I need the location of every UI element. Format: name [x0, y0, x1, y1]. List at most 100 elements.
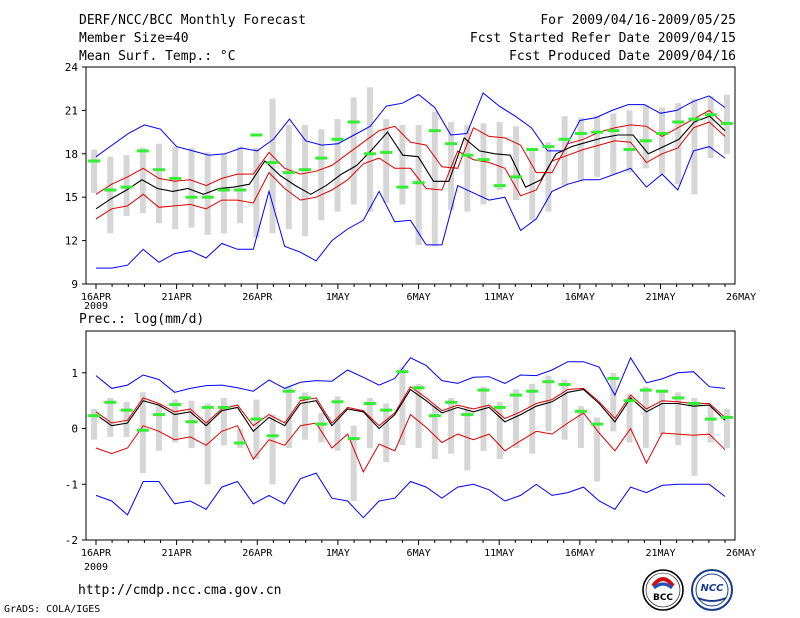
spread-box: [91, 149, 98, 193]
chart-title: DERF/NCC/BCC Monthly Forecast: [79, 13, 306, 28]
bcc-logo: BCC: [641, 568, 685, 612]
spread-box: [91, 409, 98, 440]
spread-box: [480, 123, 487, 205]
spread-box: [577, 117, 584, 180]
spread-box: [610, 113, 617, 175]
spread-box: [707, 95, 714, 159]
spread-box: [448, 397, 455, 454]
series-max-line: [95, 356, 726, 397]
x-tick-label: 1MAY: [326, 292, 350, 303]
x-tick-label: 26MAY: [726, 548, 756, 559]
spread-box: [480, 386, 487, 451]
y-tick-label: -1: [65, 478, 78, 491]
spread-box: [107, 156, 114, 234]
y-tick-label: 15: [65, 191, 78, 204]
spread-box: [513, 389, 519, 448]
chart-panel-1: 9 12 15 18 21 24 16APR 21APR 26APR 1MAY 6MAY 11MAY 1…: [65, 61, 756, 312]
spread-box: [496, 401, 503, 460]
x-tick-label: 16MAY: [565, 292, 595, 303]
spread-box: [691, 397, 698, 476]
spread-box: [464, 407, 471, 471]
spread-box: [399, 367, 406, 446]
spread-box: [642, 104, 649, 169]
ncc-logo-icon: [691, 569, 733, 611]
spread-box: [334, 119, 341, 212]
spread-box: [285, 124, 292, 230]
y-tick-label: 1: [71, 367, 78, 380]
x-tick-label: 26MAY: [726, 292, 756, 303]
x-tick-label: 16APR: [81, 548, 112, 559]
variable-label: Mean Surf. Temp.: °C: [79, 49, 236, 64]
x-tick-label: 26APR: [242, 548, 273, 559]
spread-box: [334, 396, 341, 451]
spread-box: [220, 397, 227, 446]
x-tick-label: 6MAY: [407, 292, 431, 303]
spread-box: [545, 142, 552, 212]
panel-subtitle: Prec.: log(mm/d): [79, 312, 204, 327]
spread-box: [431, 111, 438, 247]
x-tick-label: 16APR: [81, 292, 112, 303]
spread-box: [318, 412, 325, 443]
spread-box: [415, 383, 422, 448]
y-tick-label: 12: [65, 235, 78, 248]
y-tick-label: 21: [65, 104, 78, 117]
x-tick-label: 1MAY: [326, 548, 350, 559]
series-min-line: [95, 472, 726, 519]
spread-box: [545, 375, 552, 432]
x-tick-label: 21MAY: [645, 292, 675, 303]
series-mean-line: [95, 388, 726, 433]
series-upper-line: [95, 109, 726, 195]
y-tick-label: -2: [65, 534, 78, 547]
spread-box: [594, 116, 601, 177]
ncc-logo-text: NCC: [700, 583, 724, 594]
spread-box: [513, 126, 519, 201]
spread-box: [318, 129, 325, 221]
spread-box: [269, 414, 276, 485]
series-lower-line: [95, 412, 726, 474]
spread-box: [188, 148, 195, 228]
spread-box: [496, 122, 503, 190]
spread-box: [723, 409, 730, 448]
y-tick-label: 9: [71, 278, 78, 291]
spread-box: [123, 401, 130, 437]
y-tick-label: 0: [71, 423, 78, 436]
spread-box: [302, 124, 308, 237]
spread-box: [366, 87, 373, 212]
spread-box: [707, 406, 714, 443]
spread-box: [350, 425, 357, 501]
series-mean-line: [95, 115, 726, 210]
spread-box: [626, 394, 633, 443]
spread-box: [691, 98, 698, 195]
x-year-label: 2009: [84, 301, 108, 312]
spread-box: [350, 97, 357, 205]
spread-box: [642, 386, 649, 448]
source-url[interactable]: http://cmdp.ncc.cma.gov.cn: [78, 583, 282, 598]
chart-panel-2: -2 -1 0 1 16APR 21APR 26APR 1MAY 6MAY 11MAY 16MAY 2…: [65, 312, 756, 573]
spread-box: [188, 400, 195, 449]
spread-box: [561, 116, 568, 186]
spread-box: [156, 143, 162, 224]
series-max-line: [95, 92, 726, 158]
y-tick-label: 18: [65, 148, 78, 161]
spread-box: [302, 392, 308, 440]
forecast-produced-date: Fcst Produced Date 2009/04/16: [509, 49, 736, 64]
x-tick-label: 21APR: [162, 548, 193, 559]
spread-box: [399, 124, 406, 205]
spread-box: [415, 124, 422, 245]
series-upper-line: [95, 385, 726, 427]
spread-box: [269, 98, 276, 234]
spread-box: [204, 152, 211, 235]
spread-box: [139, 392, 146, 474]
spread-box: [172, 399, 179, 443]
plot-frame: [85, 330, 736, 541]
spread-box: [383, 403, 390, 462]
spread-box: [659, 389, 665, 435]
spread-box: [561, 379, 568, 440]
spread-box: [577, 406, 584, 448]
spread-box: [237, 146, 244, 224]
spread-box: [594, 417, 601, 482]
grads-credit: GrADS: COLA/IGES: [4, 604, 101, 615]
ncc-logo: NCC: [690, 568, 734, 612]
bcc-logo-text: BCC: [652, 593, 674, 603]
